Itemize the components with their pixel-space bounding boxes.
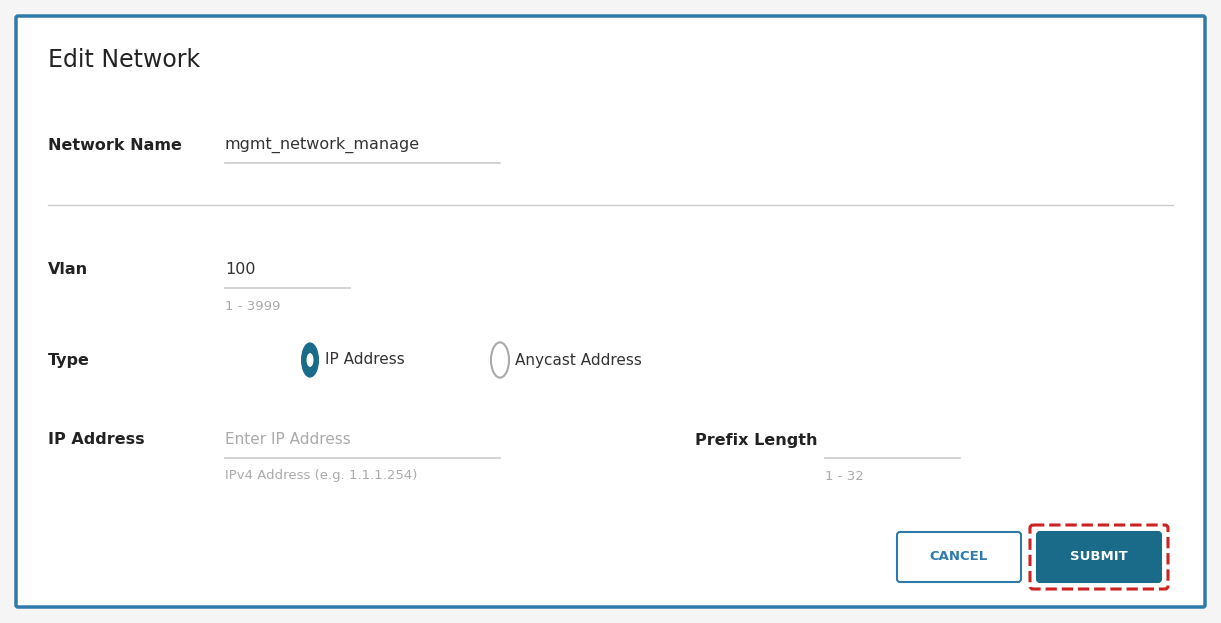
Text: Vlan: Vlan: [48, 262, 88, 277]
Ellipse shape: [306, 353, 314, 367]
Text: 100: 100: [225, 262, 255, 277]
Text: Anycast Address: Anycast Address: [515, 353, 642, 368]
Ellipse shape: [302, 343, 319, 378]
Text: CANCEL: CANCEL: [930, 551, 988, 563]
FancyBboxPatch shape: [16, 16, 1205, 607]
Text: Network Name: Network Name: [48, 138, 182, 153]
Text: IP Address: IP Address: [325, 353, 404, 368]
Text: 1 - 3999: 1 - 3999: [225, 300, 281, 313]
Ellipse shape: [491, 343, 509, 378]
Text: Enter IP Address: Enter IP Address: [225, 432, 350, 447]
FancyBboxPatch shape: [897, 532, 1021, 582]
Text: IPv4 Address (e.g. 1.1.1.254): IPv4 Address (e.g. 1.1.1.254): [225, 470, 418, 482]
Text: IP Address: IP Address: [48, 432, 144, 447]
Text: Edit Network: Edit Network: [48, 48, 200, 72]
Text: 1 - 32: 1 - 32: [825, 470, 863, 482]
Text: mgmt_network_manage: mgmt_network_manage: [225, 137, 420, 153]
Text: Prefix Length: Prefix Length: [695, 432, 818, 447]
Text: SUBMIT: SUBMIT: [1070, 551, 1128, 563]
Text: Type: Type: [48, 353, 90, 368]
FancyBboxPatch shape: [1037, 532, 1161, 582]
